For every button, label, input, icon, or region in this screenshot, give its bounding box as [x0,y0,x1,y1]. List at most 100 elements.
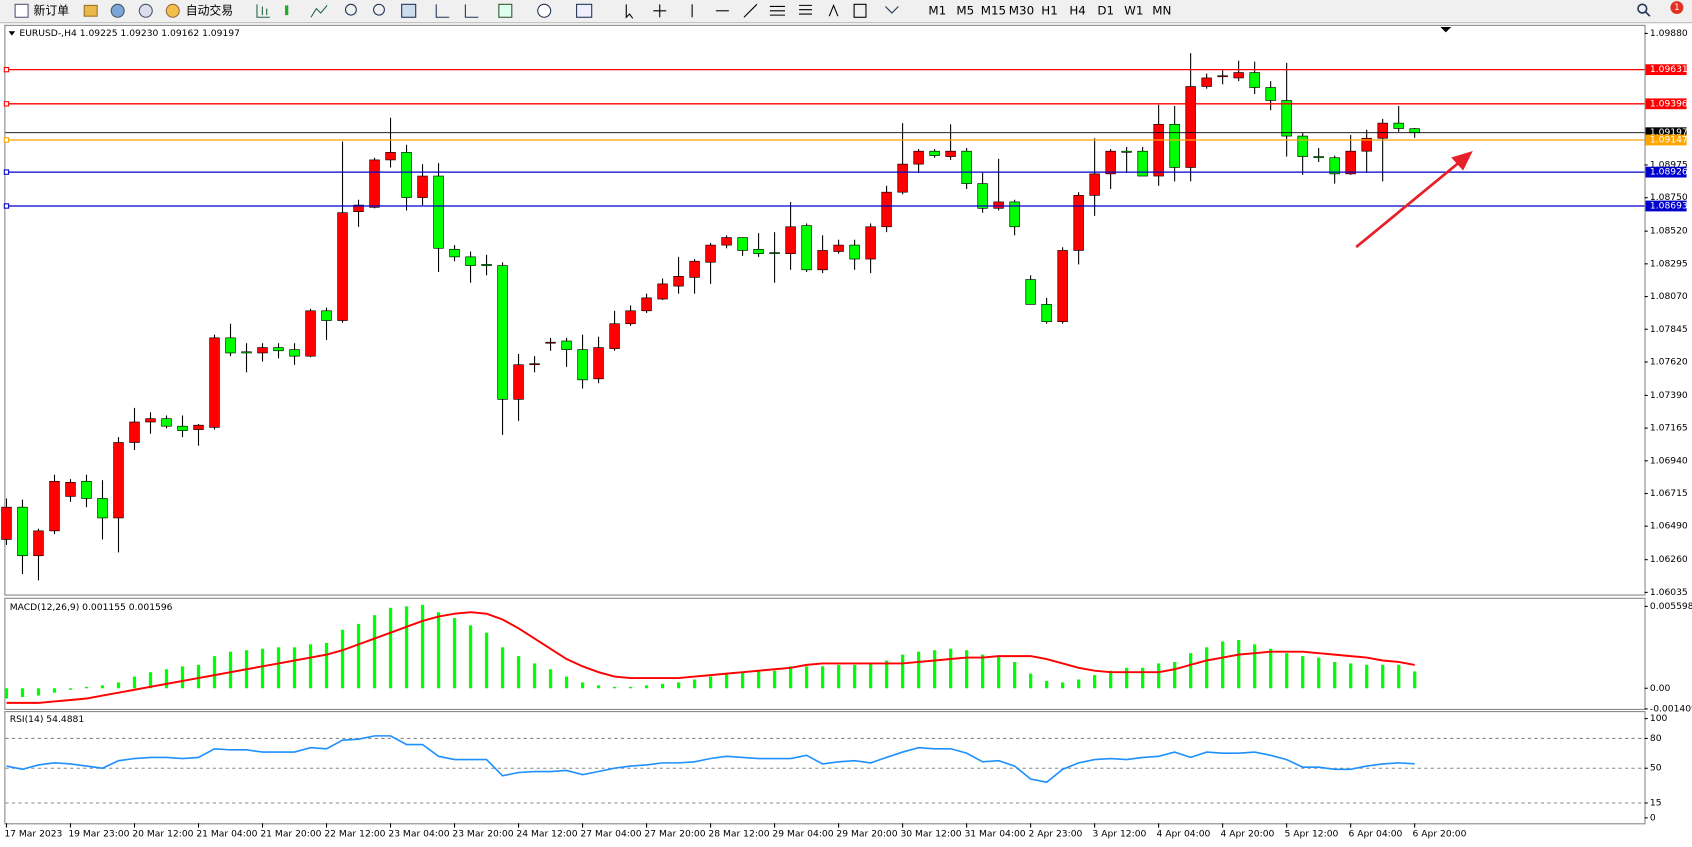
macd-bar [1028,673,1033,689]
candle-body [449,248,460,258]
candle-body [1121,150,1132,153]
candle-body [1185,86,1196,168]
macd-bar [788,666,793,689]
toolbar-icon[interactable] [83,4,98,17]
search-icon[interactable] [1637,3,1648,14]
candle-body [369,159,380,208]
timeframe-button[interactable]: MN [1152,3,1171,17]
zoom-out-icon[interactable] [373,3,385,16]
macd-bar [628,686,633,689]
candle-body [257,347,268,354]
macd-bar [724,673,729,689]
candle-body [849,244,860,260]
bar-chart-icon[interactable] [256,4,270,18]
macd-bar [772,670,777,689]
macd-bar [52,688,57,693]
timeframe-button[interactable]: M5 [956,3,974,17]
channel-icon[interactable] [769,5,785,16]
macd-bar [324,642,329,689]
macd-bar [100,685,105,689]
macd-bar [4,688,9,699]
shift-icon[interactable] [435,4,450,18]
x-tick-label: 24 Mar 12:00 [516,829,577,840]
y-tick-label: 1.07620 [1650,356,1688,367]
candle-body [321,310,332,321]
macd-bar [708,676,713,689]
autoscroll-icon[interactable] [464,4,479,18]
x-tick-label: 4 Apr 20:00 [1220,829,1274,840]
candle-body [129,421,140,443]
cursor-icon[interactable] [625,4,634,19]
line-handle [3,101,10,107]
candle-body [1089,173,1100,196]
text-icon[interactable] [828,3,839,17]
macd-bar [1012,661,1017,689]
candle-icon[interactable] [285,5,289,16]
fibo-icon[interactable] [799,4,812,15]
line-chart-icon[interactable] [310,5,328,18]
shapes-icon[interactable] [885,6,899,14]
macd-bar [1349,663,1353,689]
new-order-icon[interactable] [14,3,29,18]
macd-bar [1253,644,1257,689]
timeframe-button[interactable]: H1 [1041,3,1057,17]
candle-body [593,347,604,380]
timeframe-button[interactable]: D1 [1097,3,1114,17]
templates-icon[interactable] [576,3,593,18]
macd-bar [596,685,601,689]
y-tick-label: 1.06260 [1650,554,1688,565]
macd-bar [532,663,537,689]
crosshair-icon[interactable] [653,4,667,18]
line-label: 1.09631 [1650,64,1688,75]
auto-trading-button[interactable]: 自动交易 [186,3,233,17]
notification-badge[interactable] [1670,1,1684,15]
line-label-bg [1645,166,1687,178]
macd-bar [868,663,873,689]
y-tick-label: 1.09880 [1650,28,1688,39]
macd-bar [164,669,169,689]
candle-body [753,248,764,254]
y-tick-label: 100 [1650,713,1668,724]
auto-trading-icon[interactable] [165,3,180,18]
arrow-head [1451,151,1473,171]
x-tick-label: 31 Mar 04:00 [964,829,1025,840]
candle-body [1297,135,1308,157]
timeframe-button[interactable]: M15 [981,3,1006,17]
timeframe-button[interactable]: W1 [1124,3,1143,17]
zoom-in-icon[interactable] [344,3,357,16]
line-label: 1.09396 [1650,98,1688,109]
candle-body [721,237,732,246]
timeframe-button[interactable]: M30 [1009,3,1034,17]
macd-panel [4,597,1646,710]
line-handle [3,169,10,175]
main-panel [4,24,1646,596]
macd-bar [148,672,153,689]
toolbar-icon[interactable] [110,3,125,18]
signal-line [6,611,1415,704]
macd-bar [612,686,617,689]
toolbar-icon[interactable] [138,3,153,18]
label-icon[interactable] [853,3,867,18]
rsi-line [6,735,1415,784]
indicators-icon[interactable] [498,3,513,18]
macd-bar [1189,653,1193,689]
tile-icon[interactable] [401,3,417,18]
timeframe-button[interactable]: H4 [1069,3,1085,17]
candle-body [177,425,188,431]
trendline-icon[interactable] [743,3,758,18]
periods-icon[interactable] [537,3,552,18]
new-order-button[interactable]: 新订单 [33,3,69,17]
y-tick-label: -0.001409 [1650,703,1692,714]
candle-body [289,349,300,357]
y-tick-label: 0.00 [1650,683,1671,694]
x-tick-label: 27 Mar 04:00 [580,829,641,840]
search-icon [1644,11,1651,17]
price-label-bg [1645,127,1687,139]
candle-body [1041,304,1052,323]
candle-body [737,237,748,251]
timeframe-button[interactable]: M1 [928,3,946,17]
macd-bar [1125,667,1129,689]
candle-body [353,204,364,212]
y-tick-label: 1.08520 [1650,226,1688,237]
candle-body [657,283,668,300]
